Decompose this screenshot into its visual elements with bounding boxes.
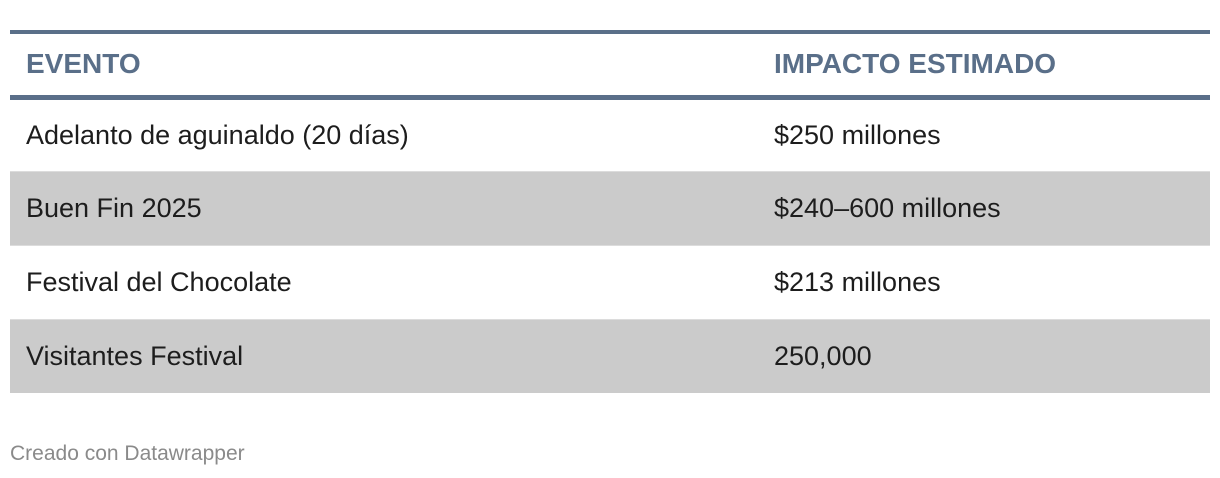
data-table: EVENTO IMPACTO ESTIMADO Adelanto de agui… [10,30,1210,393]
data-table-container: EVENTO IMPACTO ESTIMADO Adelanto de agui… [10,30,1210,393]
table-cell-evento: Festival del Chocolate [26,266,292,297]
column-header-evento[interactable]: EVENTO [26,48,141,80]
column-header-impacto[interactable]: IMPACTO ESTIMADO [774,48,1057,80]
table-cell-evento: Visitantes Festival [10,319,758,393]
table-row: Festival del Chocolate $213 millones [10,245,1210,319]
table-cell-impacto: $250 millones [774,119,941,150]
footer-credit[interactable]: Creado con Datawrapper [10,442,245,465]
table-cell-impacto: 250,000 [758,319,1210,393]
table-body: Adelanto de aguinaldo (20 días) $250 mil… [10,97,1210,393]
table-row: Adelanto de aguinaldo (20 días) $250 mil… [10,97,1210,171]
table-row: Buen Fin 2025 $240–600 millones [10,171,1210,245]
table-cell-evento: Buen Fin 2025 [10,171,758,245]
table-cell-evento: Adelanto de aguinaldo (20 días) [26,119,409,150]
table-cell-impacto: $213 millones [774,266,941,297]
table-row: Visitantes Festival 250,000 [10,319,1210,393]
table-header: EVENTO IMPACTO ESTIMADO [10,32,1210,97]
header-row: EVENTO IMPACTO ESTIMADO [10,32,1210,97]
table-cell-impacto: $240–600 millones [758,171,1210,245]
